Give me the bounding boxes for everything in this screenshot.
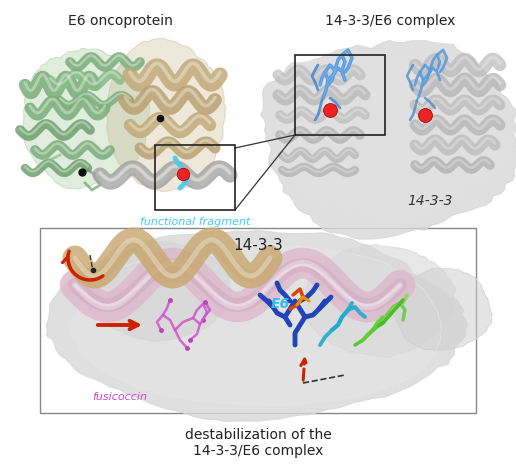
Bar: [155, 145, 235, 210]
Polygon shape: [70, 244, 441, 406]
Text: E6: E6: [270, 297, 289, 311]
Text: 14-3-3: 14-3-3: [233, 238, 283, 253]
Bar: [265, 5, 513, 220]
Polygon shape: [276, 56, 509, 220]
Text: 14-3-3: 14-3-3: [407, 194, 453, 208]
Polygon shape: [46, 230, 467, 422]
Polygon shape: [388, 268, 492, 351]
Text: functional fragment: functional fragment: [140, 217, 250, 227]
Text: 14-3-3/E6 complex: 14-3-3/E6 complex: [325, 14, 455, 28]
Bar: [5, 20, 245, 215]
Polygon shape: [22, 49, 150, 189]
Bar: [40, 228, 476, 413]
Polygon shape: [301, 244, 456, 357]
Polygon shape: [261, 40, 516, 239]
Polygon shape: [87, 240, 231, 342]
Polygon shape: [106, 38, 225, 191]
Bar: [295, 55, 385, 135]
Text: 14-3-3/E6 complex: 14-3-3/E6 complex: [193, 444, 323, 458]
Text: fusicoccin: fusicoccin: [92, 392, 148, 402]
Text: destabilization of the: destabilization of the: [185, 428, 331, 442]
Text: E6 oncoprotein: E6 oncoprotein: [68, 14, 172, 28]
